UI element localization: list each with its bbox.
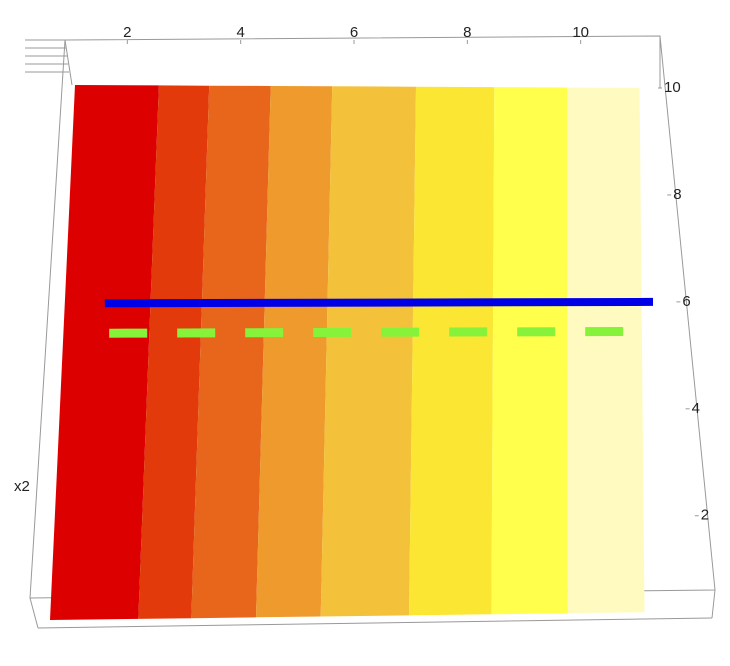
color-band bbox=[50, 85, 159, 620]
color-band bbox=[409, 86, 495, 616]
x-tick-label: 8 bbox=[463, 24, 471, 41]
color-band bbox=[191, 85, 271, 619]
bounding-box bbox=[25, 35, 716, 629]
x-tick-label: 2 bbox=[123, 24, 131, 41]
color-band bbox=[320, 86, 416, 617]
box-edge bbox=[37, 617, 713, 629]
line bbox=[104, 297, 654, 308]
color-band bbox=[138, 85, 210, 619]
y-tick-label: 6 bbox=[682, 293, 690, 310]
box-edge bbox=[29, 597, 39, 629]
x-tick-label: 10 bbox=[572, 24, 589, 41]
color-band bbox=[567, 87, 645, 614]
box-edge bbox=[64, 39, 73, 86]
y-tick-label: 8 bbox=[673, 186, 681, 203]
color-band bbox=[256, 86, 333, 618]
y-tick-label: 10 bbox=[664, 79, 681, 96]
color-band bbox=[491, 87, 568, 615]
box-edge bbox=[711, 589, 716, 619]
x-tick-label: 6 bbox=[350, 24, 358, 41]
y-tick-label: 2 bbox=[701, 507, 709, 524]
axis-label: x2 bbox=[14, 478, 30, 495]
line bbox=[109, 326, 642, 338]
x-tick-label: 4 bbox=[236, 24, 244, 41]
y-tick-label: 4 bbox=[692, 400, 700, 417]
